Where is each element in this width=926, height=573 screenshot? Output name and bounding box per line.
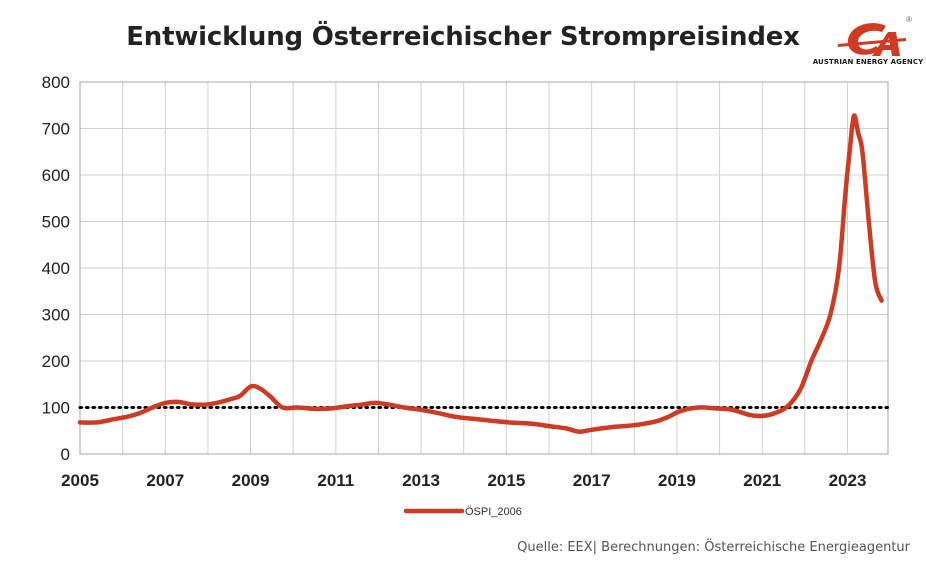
x-tick-label: 2017: [573, 471, 611, 490]
legend-label: ÖSPI_2006: [465, 506, 522, 518]
y-tick-label: 400: [42, 259, 70, 278]
y-tick-label: 800: [42, 73, 70, 92]
x-tick-label: 2023: [829, 471, 867, 490]
x-tick-label: 2019: [658, 471, 696, 490]
chart-title: Entwicklung Österreichischer Strompreisi…: [126, 22, 800, 52]
legend: ÖSPI_2006: [403, 506, 522, 518]
logo-swoosh-bar: [838, 38, 906, 47]
x-tick-label: 2007: [146, 471, 184, 490]
x-tick-label: 2005: [61, 471, 99, 490]
y-tick-label: 100: [42, 399, 70, 418]
x-tick-label: 2013: [402, 471, 440, 490]
y-axis-ticks: 0 100 200 300 400 500 600 700 800: [42, 73, 70, 464]
x-tick-label: 2009: [232, 471, 270, 490]
y-tick-label: 500: [42, 213, 70, 232]
y-tick-label: 700: [42, 120, 70, 139]
y-tick-label: 300: [42, 306, 70, 325]
x-tick-label: 2015: [487, 471, 525, 490]
y-tick-label: 200: [42, 352, 70, 371]
gridlines: [79, 81, 888, 455]
logo-letter-a: [872, 32, 900, 56]
y-tick-label: 0: [61, 445, 70, 464]
series-line-ospi-2006: [77, 113, 884, 434]
x-tick-label: 2021: [743, 471, 781, 490]
x-tick-label: 2011: [317, 471, 354, 490]
source-note: Quelle: EEX| Berechnungen: Österreichisc…: [517, 540, 910, 555]
x-axis-ticks: 2005 2007 2009 2011 2013 2015 2017 2019 2021 2023: [61, 471, 866, 490]
logo-brand-text: AUSTRIAN ENERGY AGENCY: [812, 58, 924, 66]
logo-registered-mark: ®: [906, 15, 912, 24]
y-tick-label: 600: [42, 166, 70, 185]
logo-swoosh-e: [847, 23, 886, 55]
plot-frame: [79, 81, 889, 455]
energy-agency-logo: ®: [838, 15, 912, 56]
